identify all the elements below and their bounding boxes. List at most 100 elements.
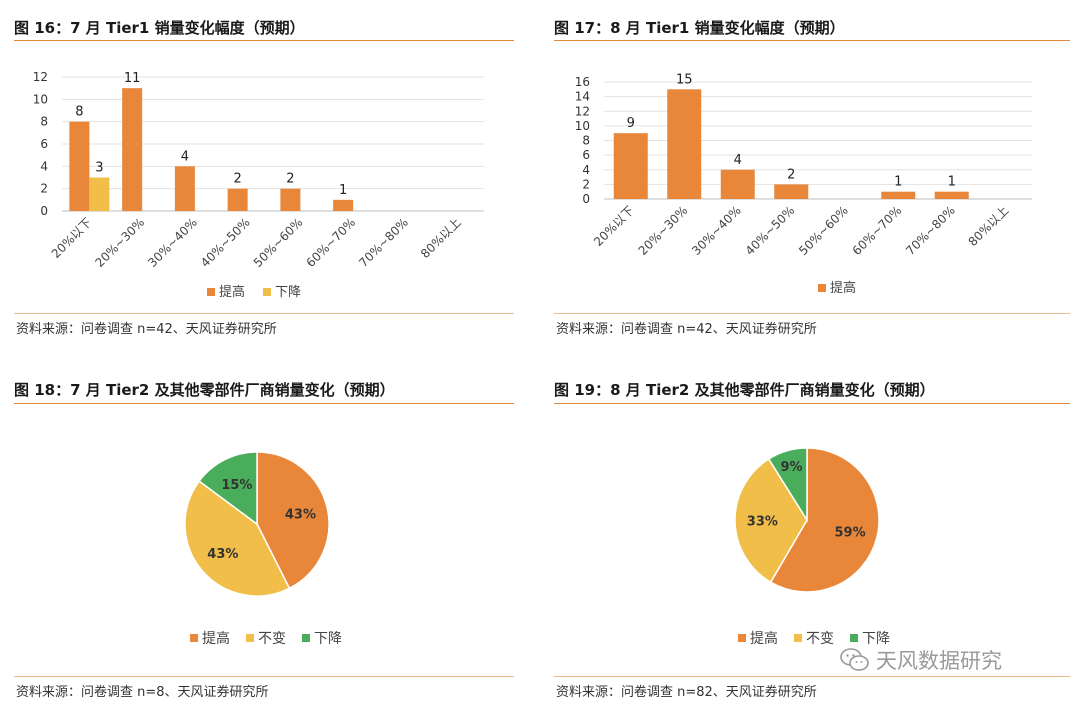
- data-label: 4: [181, 149, 189, 164]
- figure-title: 图 19：8 月 Tier2 及其他零部件厂商销量变化（预期）: [554, 381, 935, 399]
- bar: [227, 188, 248, 211]
- x-tick-label: 40%~50%: [198, 215, 253, 270]
- y-tick-label: 16: [575, 75, 590, 89]
- title-rule: [14, 403, 514, 404]
- legend-label: 提高: [202, 630, 230, 647]
- watermark: 天风数据研究: [840, 644, 1002, 676]
- watermark-text: 天风数据研究: [876, 649, 1002, 673]
- x-tick-label: 70%~80%: [356, 215, 411, 270]
- x-tick-label: 50%~60%: [251, 215, 306, 270]
- y-tick-label: 2: [582, 177, 590, 191]
- bar: [174, 166, 195, 211]
- pie-slice: [767, 447, 808, 523]
- y-tick-label: 12: [33, 70, 48, 84]
- x-tick-label: 30%~40%: [145, 215, 200, 270]
- slice-label: 15%: [221, 478, 252, 493]
- slice-label: 59%: [835, 526, 866, 541]
- source-rule: [14, 676, 514, 677]
- x-tick-label: 70%~80%: [903, 203, 958, 258]
- pie-slice: [184, 480, 291, 597]
- data-label: 8: [75, 105, 83, 120]
- title-rule: [14, 40, 514, 41]
- source-note: 资料来源：问卷调查 n=42、天风证券研究所: [16, 322, 277, 337]
- y-tick-label: 14: [575, 90, 590, 104]
- data-label: 2: [233, 172, 241, 187]
- legend-swatch: [794, 634, 802, 642]
- source-note: 资料来源：问卷调查 n=8、天风证券研究所: [16, 685, 269, 700]
- y-tick-label: 6: [582, 148, 590, 162]
- legend-swatch: [818, 284, 826, 292]
- data-label: 2: [787, 167, 795, 182]
- pie-slice: [769, 447, 880, 593]
- legend-swatch: [190, 634, 198, 642]
- data-label: 11: [124, 71, 141, 86]
- bar: [934, 191, 969, 199]
- slice-label: 43%: [285, 508, 316, 523]
- x-tick-label: 20%以下: [49, 215, 95, 261]
- legend-label: 下降: [275, 285, 301, 300]
- data-label: 1: [339, 183, 347, 198]
- legend-swatch: [302, 634, 310, 642]
- figure-19: 图 19：8 月 Tier2 及其他零部件厂商销量变化（预期） 59% 33% 9%…: [554, 370, 1070, 704]
- pie-chart-18: 43% 43% 15% 提高 不变 下降: [184, 451, 342, 647]
- y-tick-label: 10: [33, 92, 48, 106]
- x-tick-label: 20%以下: [591, 203, 637, 249]
- data-label: 1: [948, 175, 956, 190]
- bar: [69, 121, 90, 211]
- legend-label: 不变: [258, 631, 286, 647]
- x-tick-label: 40%~50%: [743, 203, 798, 258]
- slice-label: 33%: [747, 515, 778, 530]
- bar: [720, 169, 755, 199]
- legend-swatch: [738, 634, 746, 642]
- figure-16: 图 16：7 月 Tier1 销量变化幅度（预期） 0 2 4 6 8 10 12 8 11 4 2…: [14, 10, 514, 350]
- figure-17: 图 17：8 月 Tier1 销量变化幅度（预期） 0 2 4 6 8 10 12 14 16 9…: [554, 10, 1070, 350]
- pie-slice: [734, 457, 808, 584]
- y-tick-label: 8: [582, 134, 590, 148]
- x-tick-label: 30%~40%: [689, 203, 744, 258]
- slice-label: 43%: [207, 547, 238, 562]
- y-tick-label: 0: [40, 204, 48, 218]
- data-label: 2: [286, 172, 294, 187]
- y-tick-label: 4: [582, 163, 590, 177]
- title-rule: [554, 40, 1070, 41]
- wechat-icon: [840, 648, 869, 671]
- x-tick-label: 20%~30%: [93, 215, 148, 270]
- source-rule: [554, 676, 1070, 677]
- data-label: 9: [627, 116, 635, 131]
- y-tick-label: 6: [40, 137, 48, 151]
- x-tick-label: 80%以上: [966, 203, 1012, 249]
- pie-slice: [198, 451, 258, 526]
- source-rule: [14, 313, 514, 314]
- bar: [280, 188, 301, 211]
- data-label: 15: [676, 72, 693, 87]
- pie-slice: [256, 451, 330, 590]
- source-note: 资料来源：问卷调查 n=82、天风证券研究所: [556, 685, 817, 700]
- source-note: 资料来源：问卷调查 n=42、天风证券研究所: [556, 322, 817, 337]
- slice-label: 9%: [780, 460, 802, 475]
- bar: [333, 199, 354, 211]
- source-rule: [554, 313, 1070, 314]
- bar: [89, 177, 110, 211]
- y-tick-label: 10: [575, 119, 590, 133]
- figure-title: 图 16：7 月 Tier1 销量变化幅度（预期）: [14, 19, 305, 37]
- bar: [667, 89, 702, 199]
- y-tick-label: 4: [40, 159, 48, 173]
- figure-18: 图 18：7 月 Tier2 及其他零部件厂商销量变化（预期） 43% 43% 15…: [14, 370, 514, 704]
- x-tick-label: 60%~70%: [850, 203, 905, 258]
- bar: [613, 133, 648, 199]
- figure-title: 图 18：7 月 Tier2 及其他零部件厂商销量变化（预期）: [14, 381, 395, 399]
- data-label: 1: [894, 175, 902, 190]
- legend-label: 下降: [862, 631, 890, 647]
- pie-chart-19: 59% 33% 9% 提高 不变 下降: [734, 447, 890, 647]
- figure-title: 图 17：8 月 Tier1 销量变化幅度（预期）: [554, 19, 845, 37]
- title-rule: [554, 403, 1070, 404]
- legend-swatch: [207, 288, 215, 296]
- bar: [881, 191, 916, 199]
- legend-label: 不变: [806, 631, 834, 647]
- y-tick-label: 12: [575, 104, 590, 118]
- bar: [774, 184, 809, 199]
- legend-swatch: [246, 634, 254, 642]
- bar-chart-16: 0 2 4 6 8 10 12 8 11 4 2 2 1 3 20%以下20%~30%30%~40%40%~…: [33, 70, 484, 300]
- legend-label: 提高: [830, 280, 856, 296]
